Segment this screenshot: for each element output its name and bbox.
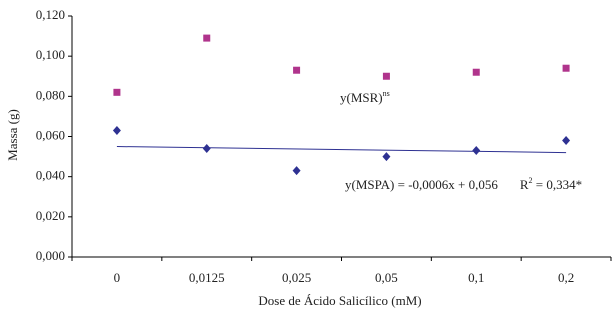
annotation-sup: ns bbox=[383, 89, 390, 98]
y-axis-label: Massa (g) bbox=[5, 109, 20, 161]
x-tick-label: 0 bbox=[114, 270, 121, 285]
annotation: y(MSR)ns bbox=[340, 89, 390, 105]
point bbox=[293, 66, 301, 74]
x-tick-label: 0,05 bbox=[375, 270, 398, 285]
point bbox=[203, 34, 211, 42]
y-tick-label: 0,040 bbox=[36, 168, 65, 183]
point bbox=[112, 125, 121, 135]
point bbox=[292, 166, 301, 176]
annotation-sup: 2 bbox=[529, 176, 533, 185]
y-tick-label: 0,000 bbox=[36, 248, 65, 263]
y-tick-label: 0,100 bbox=[36, 47, 65, 62]
x-tick-label: 0,2 bbox=[558, 270, 574, 285]
point bbox=[202, 144, 211, 154]
y-tick-label: 0,060 bbox=[36, 127, 65, 142]
annotation: y(MSPA) = -0,0006x + 0,056 R2 = 0,334* bbox=[345, 176, 582, 192]
annotation-text: y(MSPA) = -0,0006x + 0,056 bbox=[345, 177, 498, 192]
point bbox=[113, 88, 121, 96]
point bbox=[562, 136, 571, 146]
annotation-text: y(MSR) bbox=[340, 90, 383, 105]
point bbox=[382, 72, 390, 80]
point bbox=[382, 152, 391, 162]
x-axis-label: Dose de Ácido Salicílico (mM) bbox=[258, 293, 421, 308]
point bbox=[472, 146, 481, 156]
y-tick-label: 0,120 bbox=[36, 7, 65, 22]
y-tick-label: 0,020 bbox=[36, 208, 65, 223]
x-tick-label: 0,1 bbox=[468, 270, 484, 285]
annotation-text: R bbox=[520, 177, 529, 192]
y-tick-label: 0,080 bbox=[36, 87, 65, 102]
x-tick-label: 0,025 bbox=[282, 270, 311, 285]
x-tick-label: 0,0125 bbox=[189, 270, 225, 285]
annotation-text: = 0,334* bbox=[533, 177, 583, 192]
point bbox=[472, 68, 480, 76]
trend-line bbox=[116, 146, 567, 154]
point bbox=[562, 64, 570, 72]
